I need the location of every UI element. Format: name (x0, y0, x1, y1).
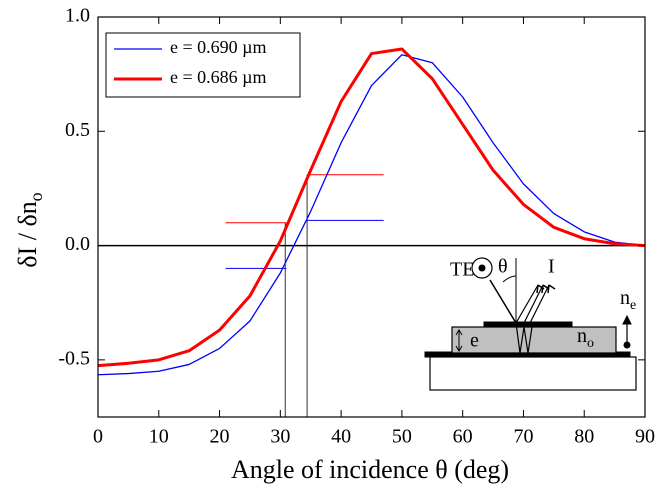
y-label-main: δI / δn (13, 201, 42, 267)
legend-label: e = 0.686 µm (170, 67, 267, 87)
y-tick-label: 0.0 (65, 233, 90, 255)
y-tick-label: -0.5 (58, 347, 90, 369)
rays (515, 284, 550, 354)
no-base: n (577, 325, 587, 347)
inset (424, 257, 637, 391)
thickness-arrow (455, 329, 463, 352)
series-line (97, 54, 646, 376)
x-tick-label: 90 (635, 426, 655, 448)
x-tick-label: 20 (210, 426, 230, 448)
plot-frame (97, 16, 646, 418)
x-axis-label: Angle of incidence θ (deg) (231, 455, 509, 484)
legend-box (105, 32, 301, 98)
x-tick-label: 40 (331, 426, 351, 448)
x-tick-label: 80 (574, 426, 594, 448)
legend-label: e = 0.690 µm (170, 37, 267, 57)
y-label-sub: o (26, 192, 46, 201)
inset-i: I (548, 256, 555, 278)
angle-arc (502, 275, 517, 283)
substrate (429, 356, 637, 391)
x-tick-label: 0 (93, 426, 103, 448)
x-tick-label: 60 (453, 426, 473, 448)
layer (451, 326, 617, 354)
x-tick-label: 70 (513, 426, 533, 448)
inset-te: TE (450, 259, 474, 281)
arrow-heads (536, 284, 556, 294)
inset-e: e (470, 330, 479, 352)
no-sub: o (587, 336, 594, 351)
ne-base: n (620, 287, 630, 309)
y-tick-label: 1.0 (65, 5, 90, 27)
te-dot (478, 264, 486, 272)
inset-no: no (577, 325, 594, 352)
inset-ne: ne (620, 287, 636, 314)
x-tick-label: 10 (149, 426, 169, 448)
y-tick-label: 0.5 (65, 119, 90, 141)
incident-ray (489, 279, 517, 324)
x-tick-label: 30 (270, 426, 290, 448)
ne-sub: e (630, 298, 636, 313)
te-circle (471, 257, 493, 279)
ne-arrow-head (622, 314, 632, 325)
inset-theta: θ (498, 256, 508, 278)
y-axis-label: δI / δno (13, 192, 46, 267)
series-line (97, 47, 646, 368)
x-tick-label: 50 (392, 426, 412, 448)
no-dot (623, 341, 631, 349)
